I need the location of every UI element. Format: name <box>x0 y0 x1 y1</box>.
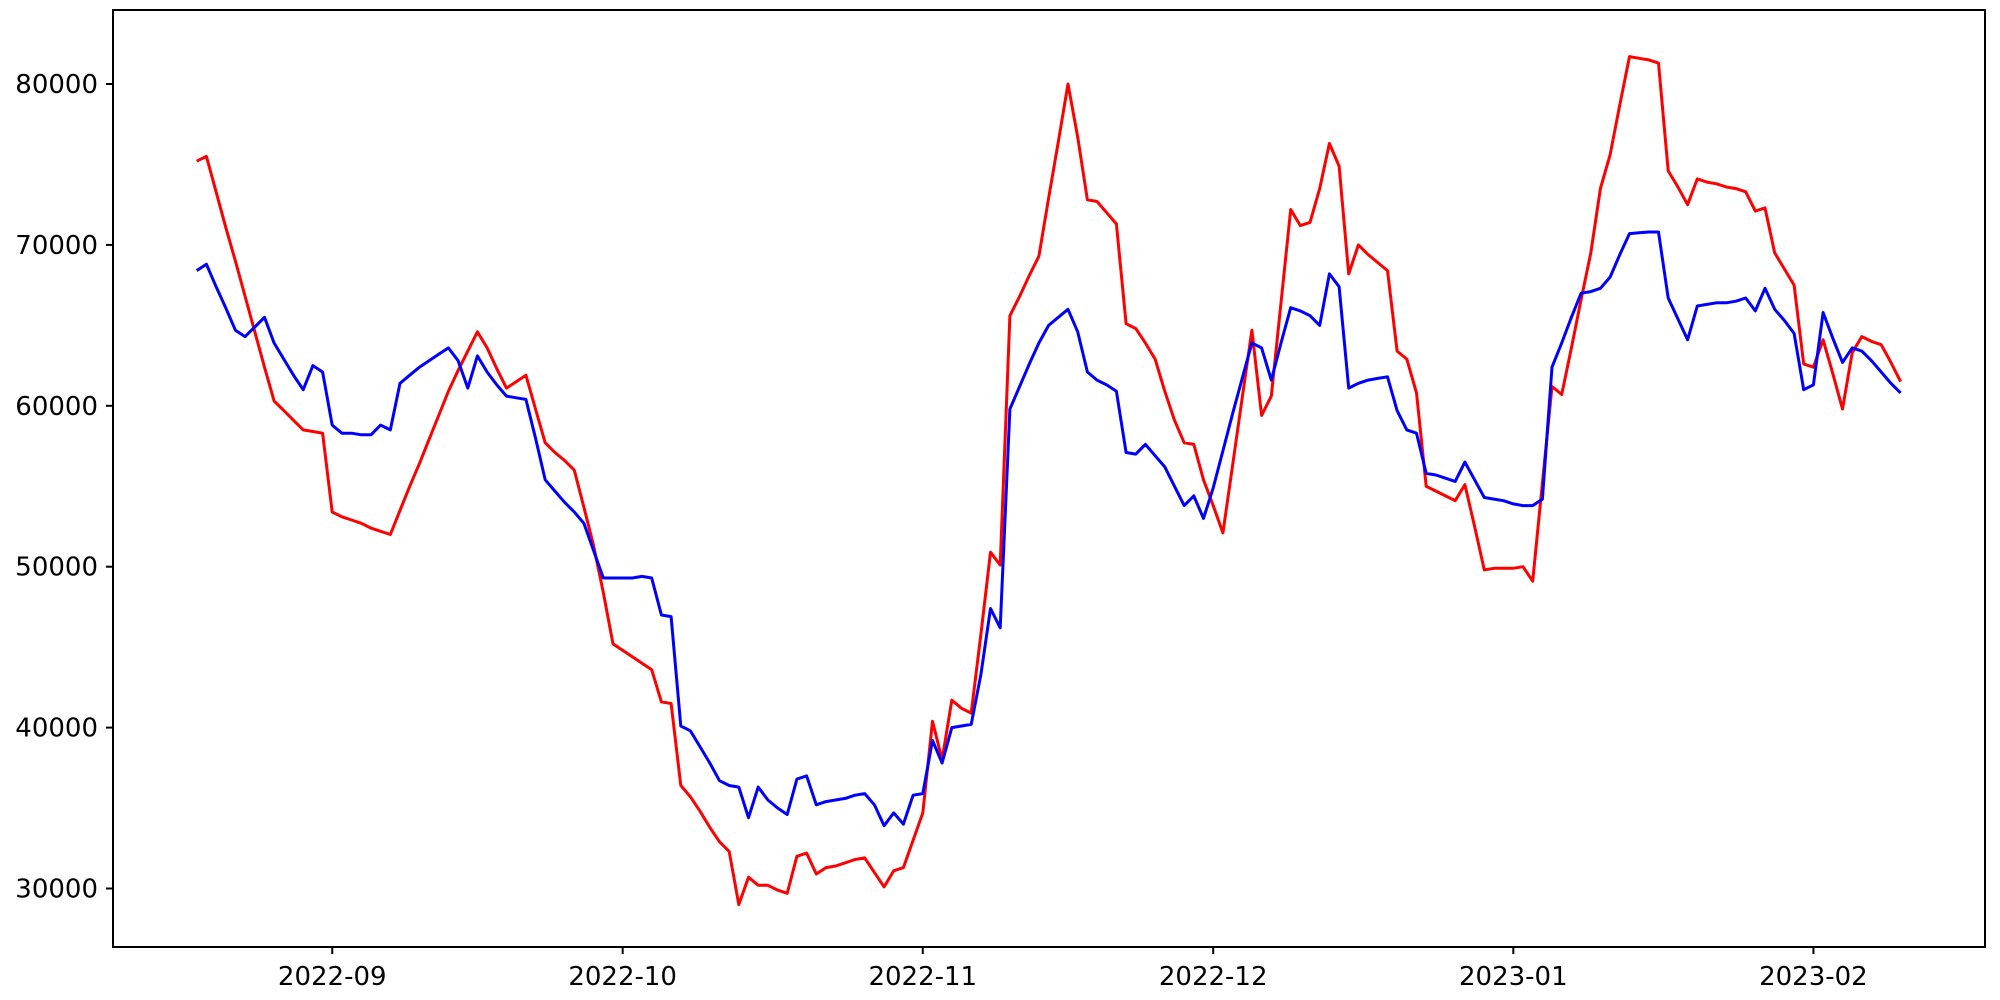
x-tick-label: 2023-01 <box>1459 962 1568 992</box>
y-tick-label: 60000 <box>15 392 98 422</box>
blue-series-line <box>195 230 1902 828</box>
x-tick-label: 2023-02 <box>1759 962 1868 992</box>
y-tick-label: 70000 <box>15 231 98 261</box>
y-tick-label: 80000 <box>15 70 98 100</box>
y-tick-label: 50000 <box>15 553 98 583</box>
plot-border <box>112 9 1986 948</box>
red-series-line <box>196 55 1902 907</box>
x-tick-label: 2022-09 <box>278 962 387 992</box>
y-tick-label: 30000 <box>15 875 98 905</box>
y-tick-label: 40000 <box>15 714 98 744</box>
x-tick-label: 2022-11 <box>868 962 977 992</box>
x-tick-label: 2022-12 <box>1159 962 1268 992</box>
x-tick-label: 2022-10 <box>568 962 677 992</box>
